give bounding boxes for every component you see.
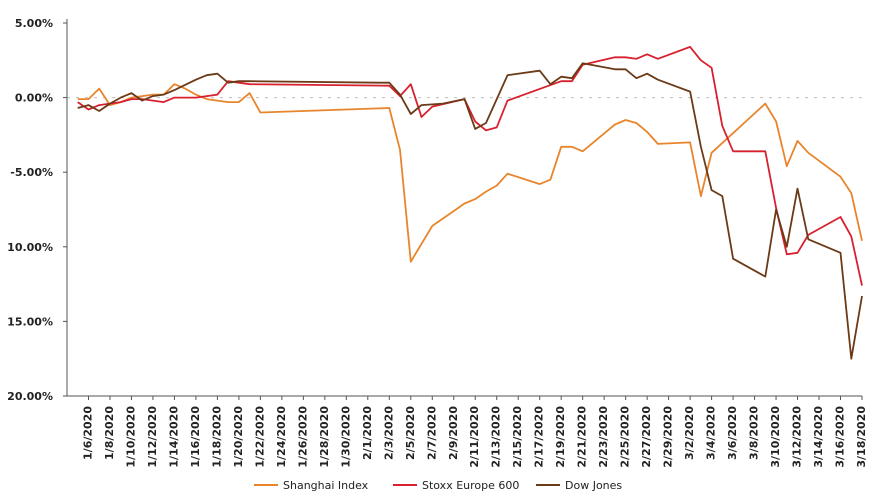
x-tick-label: 2/17/2020: [533, 406, 546, 468]
x-tick-label: 1/16/2020: [189, 406, 202, 468]
x-tick-label: 2/21/2020: [576, 406, 589, 468]
x-tick-label: 2/9/2020: [447, 406, 460, 460]
y-tick-label: -5.00%: [10, 166, 53, 179]
x-tick-label: 1/6/2020: [81, 406, 94, 460]
x-tick-label: 1/18/2020: [210, 406, 223, 468]
series-line-stoxx-europe-600: [77, 46, 863, 286]
x-tick-label: 1/22/2020: [253, 406, 266, 468]
x-tick-label: 2/13/2020: [490, 406, 503, 468]
x-tick-label: 1/28/2020: [318, 406, 331, 468]
x-tick-label: 3/14/2020: [812, 406, 825, 468]
y-axis: 5.00% 0.00% -5.00% 10.00% 15.00% 20.00%: [7, 17, 68, 403]
x-tick-label: 2/15/2020: [511, 406, 524, 468]
x-tick-label: 2/7/2020: [425, 406, 438, 460]
x-tick-label: 1/20/2020: [232, 406, 245, 468]
x-tick-label: 1/8/2020: [103, 406, 116, 460]
legend-label-shanghai-index: Shanghai Index: [283, 479, 369, 492]
x-tick-label: 3/4/2020: [705, 406, 718, 460]
x-tick-label: 3/18/2020: [855, 406, 868, 468]
x-tick-label: 1/14/2020: [167, 406, 180, 468]
legend: Shanghai Index Stoxx Europe 600 Dow Jones: [254, 479, 622, 492]
x-tick-label: 1/26/2020: [296, 406, 309, 468]
x-tick-label: 3/10/2020: [769, 406, 782, 468]
x-axis: 1/6/2020 1/8/2020 1/10/2020 1/12/2020 1/14/2…: [67, 395, 868, 468]
legend-label-stoxx-europe-600: Stoxx Europe 600: [422, 479, 519, 492]
x-tick-label: 2/29/2020: [662, 406, 675, 468]
x-tick-label: 1/30/2020: [339, 406, 352, 468]
x-tick-label: 1/12/2020: [146, 406, 159, 468]
series-lines: [77, 46, 863, 360]
x-tick-label: 2/23/2020: [597, 406, 610, 468]
x-tick-label: 2/5/2020: [404, 406, 417, 460]
x-tick-label: 3/6/2020: [726, 406, 739, 460]
y-tick-label: 5.00%: [15, 17, 53, 30]
x-tick-label: 3/2/2020: [683, 406, 696, 460]
x-tick-label: 2/1/2020: [361, 406, 374, 460]
x-tick-label: 1/24/2020: [275, 406, 288, 468]
y-tick-label: 20.00%: [7, 390, 53, 403]
x-tick-label: 3/8/2020: [748, 406, 761, 460]
legend-label-dow-jones: Dow Jones: [565, 479, 622, 492]
x-tick-label: 2/3/2020: [382, 406, 395, 460]
x-tick-label: 2/25/2020: [619, 406, 632, 468]
y-tick-label: 0.00%: [15, 92, 53, 105]
y-tick-label: 10.00%: [7, 241, 53, 254]
x-tick-label: 3/16/2020: [834, 406, 847, 468]
x-tick-label: 2/27/2020: [640, 406, 653, 468]
x-tick-label: 2/11/2020: [468, 406, 481, 468]
x-tick-label: 2/19/2020: [554, 406, 567, 468]
x-tick-label: 1/10/2020: [124, 406, 137, 468]
series-line-dow-jones: [77, 62, 863, 360]
x-tick-label: 3/12/2020: [791, 406, 804, 468]
y-tick-label: 15.00%: [7, 315, 53, 328]
